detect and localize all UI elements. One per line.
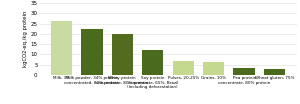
Bar [172,61,194,75]
Y-axis label: kgCO2-eq./kg protein: kgCO2-eq./kg protein [23,11,28,67]
Bar [264,69,285,75]
Bar [203,62,224,75]
Bar [51,21,72,75]
Bar [81,29,103,75]
Bar [142,50,164,75]
Bar [112,34,133,75]
Bar [233,68,255,75]
